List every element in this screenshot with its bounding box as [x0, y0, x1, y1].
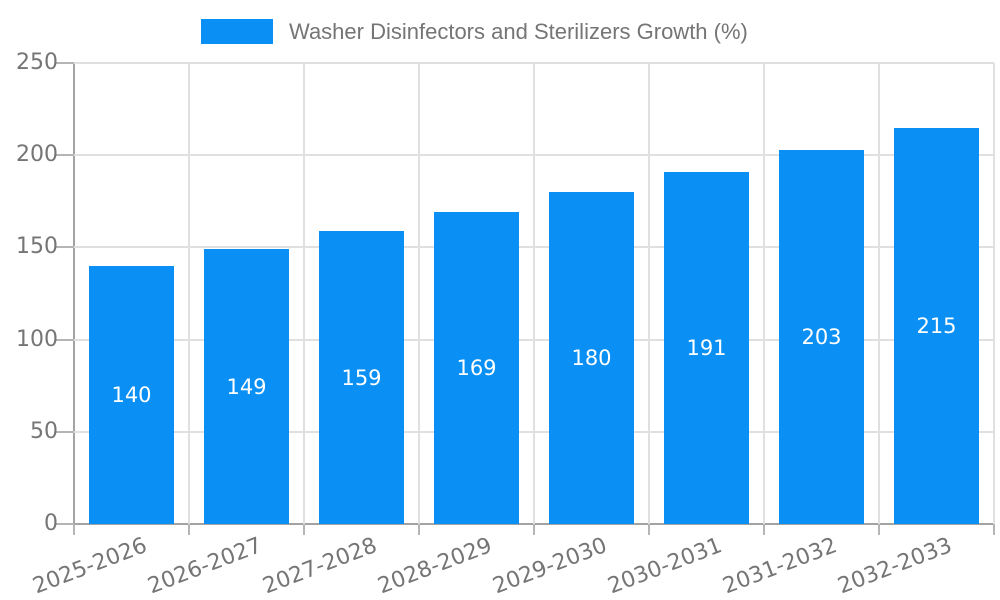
y-tick-label: 50 [30, 418, 58, 444]
bar-value-label: 169 [456, 356, 497, 380]
bar[interactable]: 149 [204, 249, 289, 524]
x-axis-tick [993, 524, 995, 535]
x-tick-label: 2031-2032 [719, 533, 841, 600]
x-tick-label: 2028-2029 [374, 533, 496, 600]
y-tick-label: 150 [16, 234, 58, 260]
x-axis-tick [303, 524, 305, 535]
x-axis-tick [73, 524, 75, 535]
legend-label: Washer Disinfectors and Sterilizers Grow… [289, 19, 748, 44]
bar-value-label: 215 [916, 314, 957, 338]
x-gridline [993, 63, 995, 524]
bar[interactable]: 159 [319, 231, 404, 524]
bar[interactable]: 215 [894, 128, 979, 524]
bar[interactable]: 140 [89, 266, 174, 524]
bar-value-label: 159 [341, 365, 382, 390]
y-tick-label: 100 [16, 326, 58, 352]
bar[interactable]: 191 [664, 172, 749, 524]
legend-swatch [201, 19, 273, 44]
x-axis-tick [188, 524, 190, 535]
x-tick-label: 2030-2031 [604, 533, 726, 600]
y-tick-label: 250 [16, 50, 58, 75]
x-tick-label: 2025-2026 [29, 533, 151, 600]
bar-value-label: 191 [686, 336, 727, 360]
x-tick-label: 2032-2033 [834, 533, 956, 600]
x-gridline [878, 63, 880, 524]
bar-value-label: 149 [226, 374, 267, 399]
x-gridline [533, 63, 535, 524]
legend-item[interactable]: Washer Disinfectors and Sterilizers Grow… [201, 19, 748, 44]
y-axis-tick [56, 154, 74, 157]
x-axis-tick [648, 524, 650, 535]
x-axis-line [56, 523, 994, 525]
x-axis-tick [533, 524, 535, 535]
x-gridline [303, 63, 305, 524]
y-axis-tick [56, 338, 74, 341]
y-axis-tick [56, 430, 74, 433]
bar-value-label: 180 [571, 346, 612, 370]
bar[interactable]: 203 [779, 150, 864, 524]
bar[interactable]: 180 [549, 192, 634, 524]
y-tick-label: 0 [44, 511, 58, 536]
x-gridline [763, 63, 765, 524]
plot-area: 0 50 100 150 200 250 140 2025-2026 149 2026-2027 1… [16, 50, 995, 599]
y-axis-tick [56, 246, 74, 249]
x-axis-tick [878, 524, 880, 535]
x-axis-tick [763, 524, 765, 535]
x-tick-label: 2027-2028 [259, 533, 381, 600]
bar-value-label: 203 [801, 325, 842, 349]
y-tick-label: 200 [16, 142, 58, 168]
x-axis-tick [418, 524, 420, 535]
x-tick-label: 2029-2030 [489, 533, 611, 600]
x-gridline [188, 63, 190, 524]
bar-value-label: 140 [111, 383, 152, 407]
y-axis-line [73, 63, 75, 535]
bar[interactable]: 169 [434, 212, 519, 524]
y-axis-tick [56, 523, 74, 525]
x-tick-label: 2026-2027 [144, 533, 266, 600]
y-axis-tick [56, 62, 74, 64]
x-gridline [648, 63, 650, 524]
x-gridline [418, 63, 420, 524]
